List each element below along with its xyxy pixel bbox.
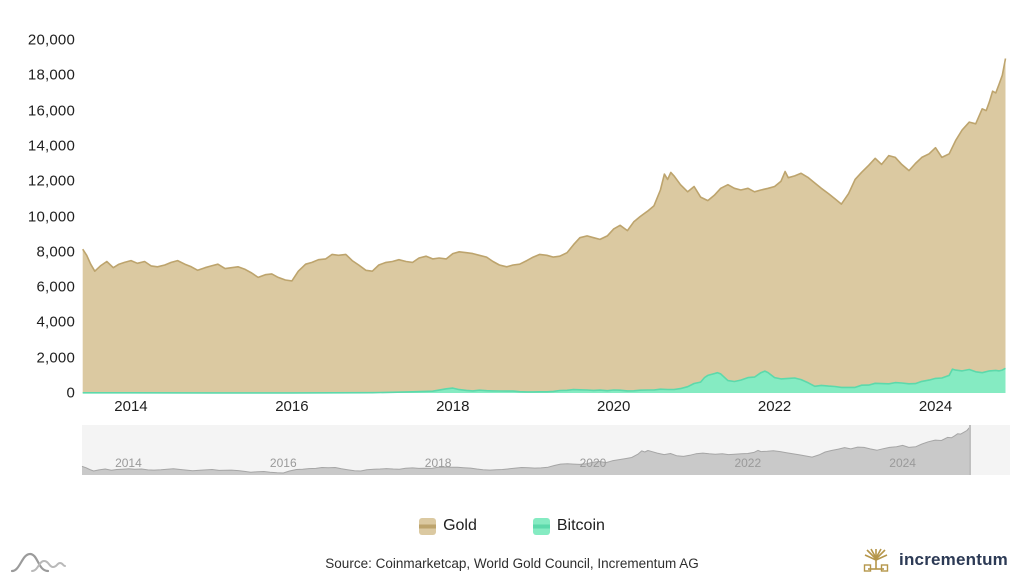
x-tick-label: 2018	[436, 398, 470, 415]
navigator-tick-label: 2014	[115, 456, 142, 470]
bitcoin-swatch-icon	[532, 517, 550, 535]
y-tick-label: 8,000	[36, 243, 75, 261]
x-tick-label: 2024	[918, 398, 953, 415]
hills-logo-icon	[10, 548, 66, 579]
tree-icon	[863, 548, 889, 572]
incrementum-logo: incrementum	[861, 545, 1008, 575]
legend-item-bitcoin[interactable]: Bitcoin	[532, 517, 605, 535]
y-tick-label: 0	[66, 384, 75, 402]
source-attribution: Source: Coinmarketcap, World Gold Counci…	[325, 556, 699, 571]
y-tick-label: 12,000	[27, 172, 75, 190]
y-tick-label: 4,000	[36, 313, 75, 331]
navigator-tick-label: 2016	[269, 456, 297, 470]
y-tick-label: 18,000	[27, 66, 75, 84]
navigator-tick-label: 2022	[734, 456, 762, 470]
main-plot-area	[82, 58, 1007, 394]
navigator-tick-label: 2024	[889, 456, 916, 470]
navigator-tick-label: 2018	[424, 456, 452, 470]
legend-label-gold: Gold	[443, 517, 477, 534]
y-tick-label: 10,000	[27, 208, 75, 225]
x-tick-label: 2014	[114, 398, 148, 415]
y-tick-label: 6,000	[36, 278, 75, 296]
y-tick-label: 16,000	[27, 102, 75, 120]
x-tick-label: 2016	[275, 398, 309, 415]
navigator-tick-label: 2020	[579, 456, 607, 470]
navigator-strip[interactable]	[81, 425, 1010, 475]
x-tick-label: 2022	[757, 398, 792, 415]
legend-label-bitcoin: Bitcoin	[556, 517, 605, 534]
y-tick-label: 14,000	[27, 137, 75, 155]
legend-item-gold[interactable]: Gold	[419, 517, 477, 535]
y-tick-label: 20,000	[27, 31, 75, 49]
market-cap-area-chart	[81, 58, 1010, 475]
legend: Gold Bitcoin	[0, 514, 1024, 538]
gold-swatch-icon	[419, 517, 437, 535]
x-tick-label: 2020	[597, 398, 631, 415]
brand-name: incrementum	[899, 550, 1008, 569]
y-tick-label: 2,000	[36, 349, 75, 367]
